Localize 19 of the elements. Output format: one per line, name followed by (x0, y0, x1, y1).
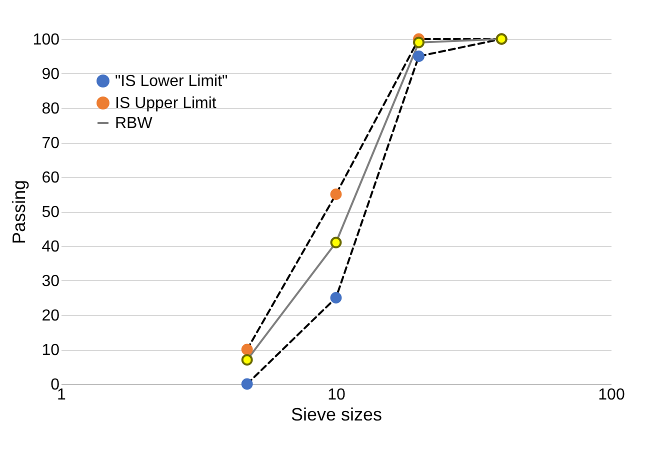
legend-label: "IS Lower Limit" (115, 73, 228, 90)
y-tick-label: 10 (42, 342, 60, 359)
y-tick-label: 80 (42, 100, 60, 118)
x-tick-label: 10 (328, 386, 346, 404)
legend-label: RBW (115, 115, 154, 132)
y-tick-label: 90 (42, 66, 60, 83)
x-tick-label: 1 (57, 386, 66, 404)
x-axis-title: Sieve sizes (290, 404, 382, 424)
y-tick-label: 60 (42, 170, 60, 186)
y-tick-label: 70 (42, 135, 60, 152)
y-tick-label: 50 (42, 204, 60, 221)
y-tick-label: 30 (42, 273, 60, 290)
y-axis-title: Passing (8, 180, 29, 244)
y-tick-label: 0 (50, 376, 60, 394)
y-tick-label: 100 (32, 32, 60, 48)
y-tick-label: 20 (42, 308, 60, 324)
x-tick-label: 100 (598, 386, 625, 404)
legend-label: IS Upper Limit (115, 95, 217, 112)
y-tick-label: 40 (42, 238, 60, 256)
